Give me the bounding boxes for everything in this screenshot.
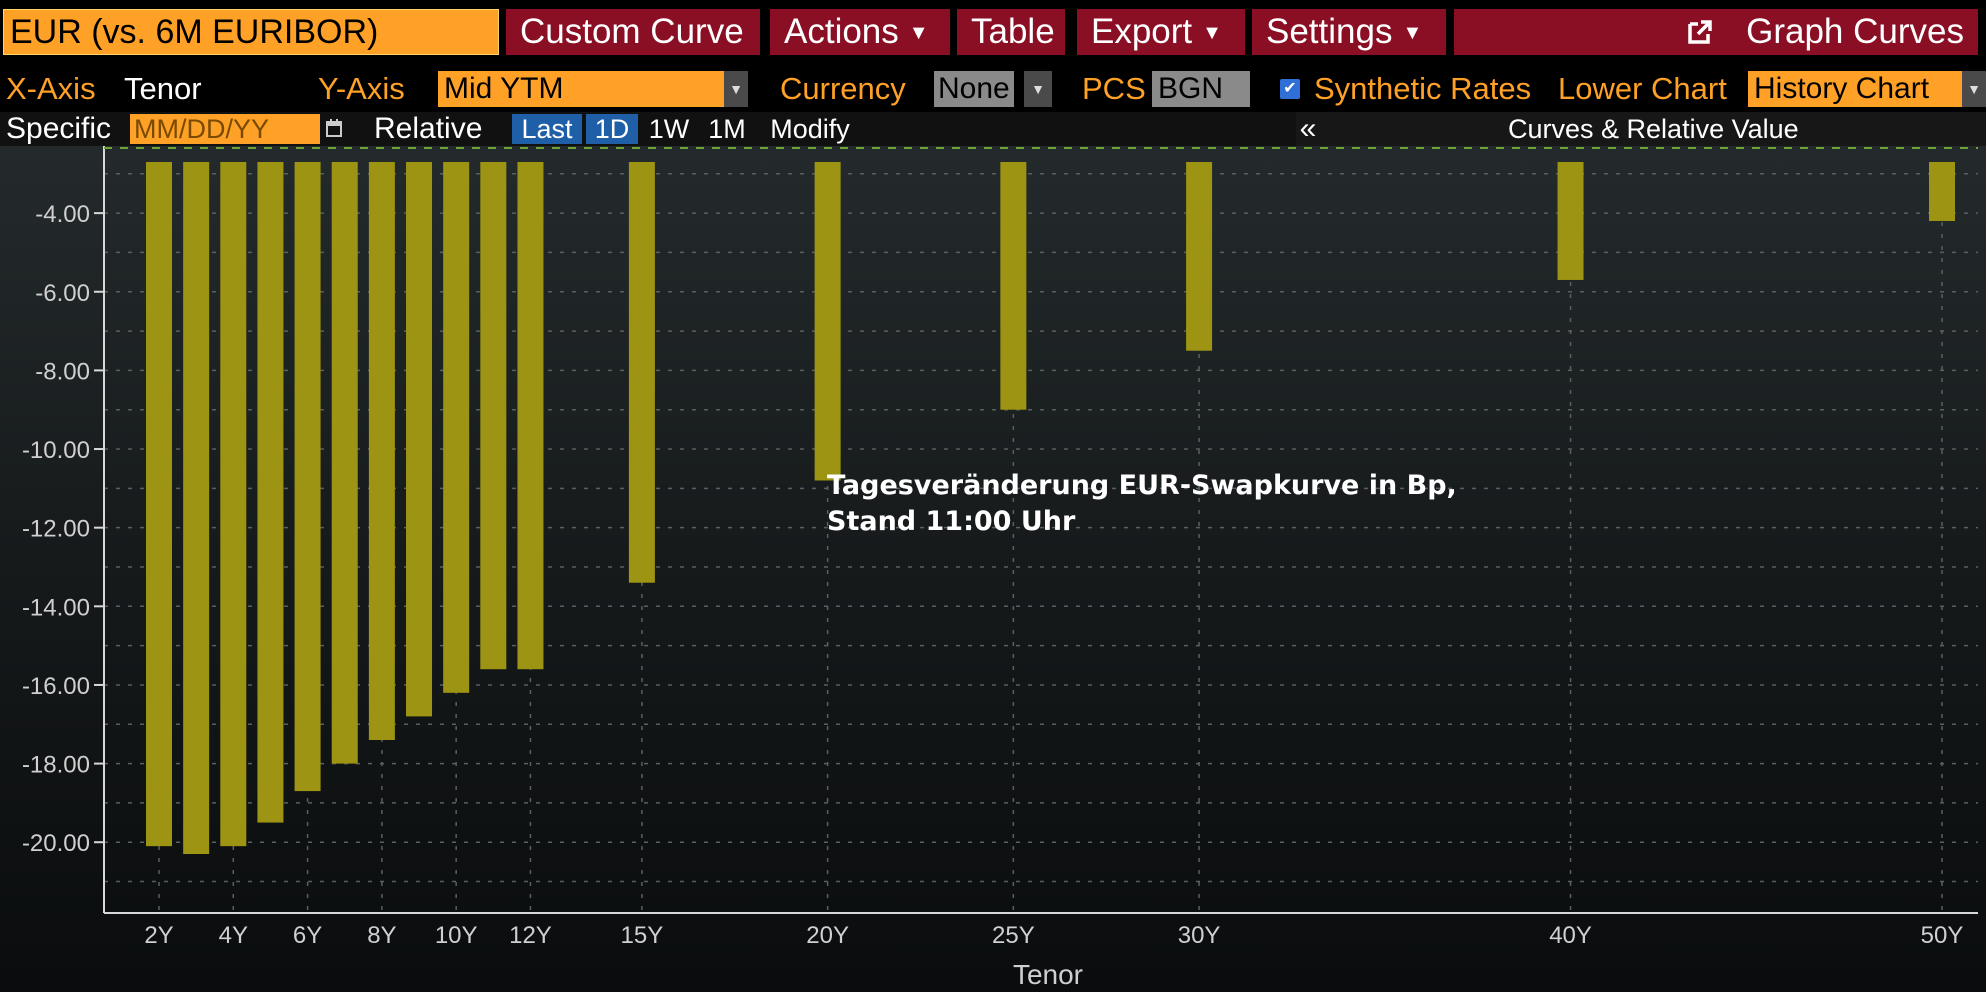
lower-chart-value: History Chart	[1754, 72, 1930, 105]
tab-1m[interactable]: 1M	[708, 114, 746, 144]
x-tick-label: 25Y	[992, 922, 1035, 949]
bar-2y	[146, 162, 172, 847]
actions-label: Actions	[784, 12, 899, 51]
bar-6y	[294, 162, 321, 792]
y-tick-label: -10.00	[22, 437, 90, 464]
bar-20y	[814, 162, 841, 481]
pcs-label: PCS	[1082, 71, 1146, 106]
x-tick-label: 30Y	[1178, 922, 1221, 949]
relative-label: Relative	[374, 112, 483, 145]
bar-12y	[517, 162, 544, 670]
bar-50y	[1929, 162, 1955, 221]
y-tick-label: -14.00	[22, 594, 90, 621]
graph-curves-label: Graph Curves	[1746, 12, 1964, 51]
y-tick-label: -16.00	[22, 673, 90, 700]
settings-menu[interactable]: Settings ▼	[1252, 9, 1446, 55]
date-input[interactable]: MM/DD/YY	[130, 114, 320, 144]
y-tick-label: -18.00	[22, 752, 90, 779]
synthetic-rates-label: Synthetic Rates	[1314, 71, 1532, 106]
bar-chart: -4.00 -6.00 -8.00 -10.00 -12.00 -14.00 -16.00 -…	[22, 146, 1978, 990]
tab-1d[interactable]: 1D	[586, 114, 638, 144]
axes-settings-bar: X-Axis Tenor Y-Axis Mid YTM ▼ Currency N…	[0, 68, 1986, 110]
bar-3y	[183, 162, 210, 855]
x-tick-label: 40Y	[1549, 922, 1592, 949]
bar-9y	[406, 162, 433, 717]
y-tick-label: -20.00	[22, 830, 90, 857]
lower-chart-label: Lower Chart	[1558, 71, 1727, 106]
table-button[interactable]: Table	[957, 9, 1065, 55]
x-tick-label: 20Y	[806, 922, 849, 949]
bar-10y	[443, 162, 470, 693]
settings-label: Settings	[1266, 12, 1393, 51]
bar-40y	[1557, 162, 1584, 280]
calendar-icon[interactable]	[326, 118, 342, 138]
bar-25y	[1000, 162, 1027, 410]
bar-30y	[1186, 162, 1213, 351]
x-tick-label: 6Y	[293, 922, 322, 949]
lower-chart-dropdown[interactable]: History Chart	[1748, 71, 1962, 107]
tab-1w[interactable]: 1W	[648, 114, 690, 144]
y-tick-label: -12.00	[22, 516, 90, 543]
dropdown-arrow-icon[interactable]: ▼	[1962, 71, 1986, 107]
y-tick-label: -8.00	[35, 358, 90, 385]
annotation-line-2: Stand 11:00 Uhr	[827, 506, 1076, 537]
chevron-down-icon: ▼	[908, 22, 929, 44]
export-label: Export	[1091, 12, 1193, 51]
x-axis-label: X-Axis	[6, 71, 96, 106]
y-axis-dropdown[interactable]: Mid YTM	[438, 71, 724, 107]
annotation-line-1: Tagesveränderung EUR-Swapkurve in Bp,	[827, 470, 1457, 501]
date-settings-bar: Specific MM/DD/YY Relative Last 1D 1W 1M…	[0, 112, 1986, 146]
top-toolbar: EUR (vs. 6M EURIBOR) Custom Curve Action…	[0, 0, 1986, 58]
y-axis-value: Mid YTM	[444, 72, 564, 105]
x-axis-value[interactable]: Tenor	[124, 71, 202, 106]
chevron-down-icon: ▼	[1402, 22, 1423, 44]
tab-last[interactable]: Last	[512, 114, 582, 144]
chart-annotation: Tagesveränderung EUR-Swapkurve in Bp, St…	[827, 470, 1466, 537]
bar-7y	[331, 162, 358, 764]
panel-title: Curves & Relative Value	[1508, 114, 1799, 144]
bar-4y	[220, 162, 247, 847]
modify-button[interactable]: Modify	[770, 114, 850, 144]
dropdown-arrow-icon[interactable]: ▼	[724, 71, 748, 107]
currency-label: Currency	[780, 71, 906, 106]
pcs-value: BGN	[1158, 72, 1224, 105]
collapse-icon[interactable]: «	[1299, 112, 1317, 145]
actions-menu[interactable]: Actions ▼	[770, 9, 950, 55]
y-axis-label: Y-Axis	[318, 71, 405, 106]
currency-value: None	[938, 72, 1010, 105]
bar-chart-area: -4.00 -6.00 -8.00 -10.00 -12.00 -14.00 -16.00 -…	[0, 146, 1986, 992]
curves-relative-value-panel: « Curves & Relative Value	[1296, 112, 1986, 146]
dropdown-arrow-icon[interactable]: ▼	[1024, 71, 1052, 107]
x-tick-label: 4Y	[219, 922, 248, 949]
checkbox-checked-icon[interactable]: ✔	[1280, 79, 1300, 99]
table-label: Table	[971, 12, 1055, 51]
specific-label: Specific	[6, 112, 112, 145]
x-tick-label: 50Y	[1921, 922, 1964, 949]
y-tick-label: -4.00	[35, 201, 90, 228]
x-tick-label: 2Y	[144, 922, 173, 949]
date-placeholder: MM/DD/YY	[134, 114, 269, 144]
pcs-field[interactable]: BGN	[1152, 71, 1250, 107]
x-tick-label: 12Y	[509, 922, 552, 949]
external-link-icon	[1688, 20, 1712, 44]
curve-selector-field[interactable]: EUR (vs. 6M EURIBOR)	[3, 9, 499, 55]
graph-curves-button[interactable]: Graph Curves	[1454, 9, 1978, 55]
export-menu[interactable]: Export ▼	[1077, 9, 1245, 55]
x-tick-label: 15Y	[621, 922, 664, 949]
custom-curve-button[interactable]: Custom Curve	[506, 9, 760, 55]
y-tick-label: -6.00	[35, 280, 90, 307]
x-axis-title: Tenor	[1013, 959, 1083, 990]
bar-5y	[257, 162, 284, 823]
bar-8y	[368, 162, 395, 740]
custom-curve-label: Custom Curve	[520, 12, 744, 51]
currency-dropdown[interactable]: None	[934, 71, 1014, 107]
chevron-down-icon: ▼	[1202, 22, 1222, 44]
bar-11y	[480, 162, 507, 670]
x-tick-label: 8Y	[367, 922, 396, 949]
bar-15y	[628, 162, 655, 583]
x-tick-label: 10Y	[435, 922, 478, 949]
